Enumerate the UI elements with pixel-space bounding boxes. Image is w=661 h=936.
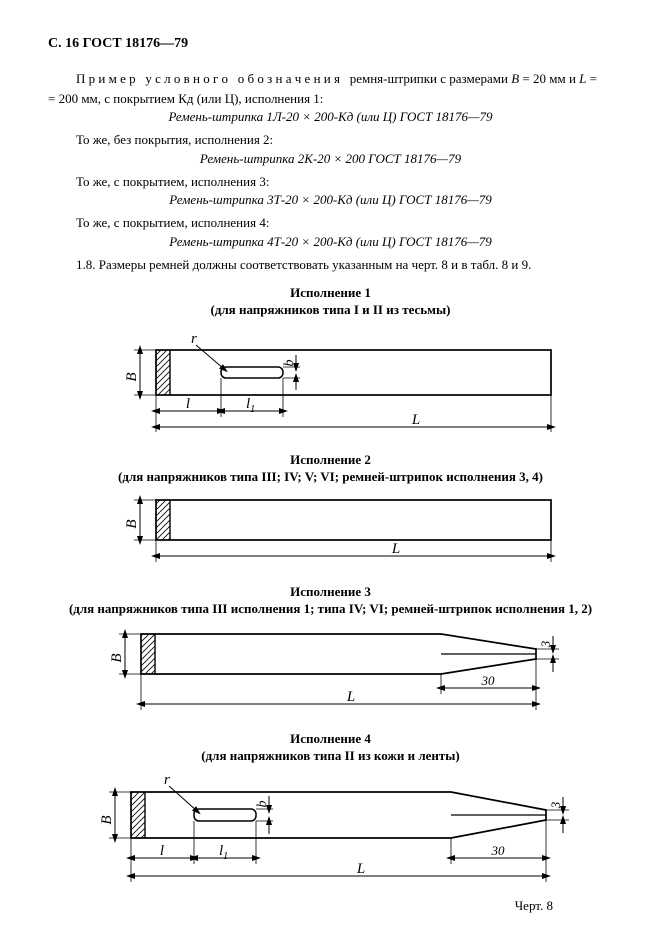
label-l-4: l	[159, 843, 163, 859]
label-l1-1: l1	[246, 396, 255, 415]
label-L-1: L	[410, 412, 419, 428]
group-3-title-main: Исполнение 3	[290, 584, 371, 599]
example-2: Ремень-штрипка 2К-20 × 200 ГОСТ 18176—79	[48, 151, 613, 167]
group-1-title-sub: (для напряжников типа I и II из тесьмы)	[210, 302, 450, 317]
label-B-3: B	[109, 653, 125, 662]
label-3-a: 3	[538, 640, 553, 648]
group-1-title-main: Исполнение 1	[290, 285, 371, 300]
word-primer: П р и м е р	[76, 71, 136, 86]
figure-3: B 3 30 L	[81, 624, 581, 719]
clause-1-8: 1.8. Размеры ремней должны соответствова…	[48, 256, 613, 274]
figure-1: r B b l l1 L	[96, 325, 566, 440]
label-l1-4: l1	[219, 843, 228, 862]
label-30-b: 30	[490, 843, 505, 858]
label-r: r	[191, 331, 197, 347]
figure-caption: Черт. 8	[48, 898, 613, 914]
word-oboznacheniya: о б о з н а ч е н и я	[238, 71, 340, 86]
label-L-4: L	[355, 861, 364, 877]
group-2-title-sub: (для напряжников типа III; IV; V; VI; ре…	[118, 469, 543, 484]
label-L-2: L	[390, 541, 399, 557]
group-3-title-sub: (для напряжников типа III исполнения 1; …	[69, 601, 592, 616]
label-B-1: B	[124, 372, 140, 381]
word-uslovnogo: у с л о в н о г о	[145, 71, 228, 86]
intro-line-1: П р и м е р у с л о в н о г о о б о з н …	[48, 70, 613, 88]
group-2-title: Исполнение 2 (для напряжников типа III; …	[48, 452, 613, 486]
intro-line-2: = 200 мм, с покрытием Кд (или Ц), исполн…	[48, 90, 613, 108]
line-2: То же, без покрытия, исполнения 2:	[48, 131, 613, 149]
example-4: Ремень-штрипка 4Т-20 × 200-Кд (или Ц) ГО…	[48, 234, 613, 250]
label-30-a: 30	[480, 673, 495, 688]
label-B-2: B	[124, 519, 140, 528]
label-b-1: b	[282, 360, 297, 367]
label-L-3: L	[345, 689, 354, 705]
group-1-title: Исполнение 1 (для напряжников типа I и I…	[48, 285, 613, 319]
group-4-title-sub: (для напряжников типа II из кожи и ленты…	[201, 748, 460, 763]
figure-2: B L	[96, 492, 566, 572]
line-3: То же, с покрытием, исполнения 3:	[48, 173, 613, 191]
group-4-title-main: Исполнение 4	[290, 731, 371, 746]
page-header: С. 16 ГОСТ 18176—79	[48, 36, 613, 52]
intro-rest: ремня-штрипки с размерами	[350, 71, 512, 86]
line-4: То же, с покрытием, исполнения 4:	[48, 214, 613, 232]
group-2-title-main: Исполнение 2	[290, 452, 371, 467]
group-4-title: Исполнение 4 (для напряжников типа II из…	[48, 731, 613, 765]
label-b-4: b	[255, 801, 270, 808]
intro-eq1: = 20 мм и	[519, 71, 579, 86]
label-r-4: r	[164, 772, 170, 788]
label-l-1: l	[185, 396, 189, 412]
label-3-b: 3	[548, 802, 563, 810]
group-3-title: Исполнение 3 (для напряжников типа III и…	[48, 584, 613, 618]
example-1: Ремень-штрипка 1Л-20 × 200-Кд (или Ц) ГО…	[48, 109, 613, 125]
intro-eq2: =	[586, 71, 597, 86]
sym-B: B	[511, 71, 519, 86]
figure-4: r B b 3 l l1 30 L	[71, 770, 591, 890]
label-B-4: B	[99, 816, 115, 825]
example-3: Ремень-штрипка 3Т-20 × 200-Кд (или Ц) ГО…	[48, 192, 613, 208]
